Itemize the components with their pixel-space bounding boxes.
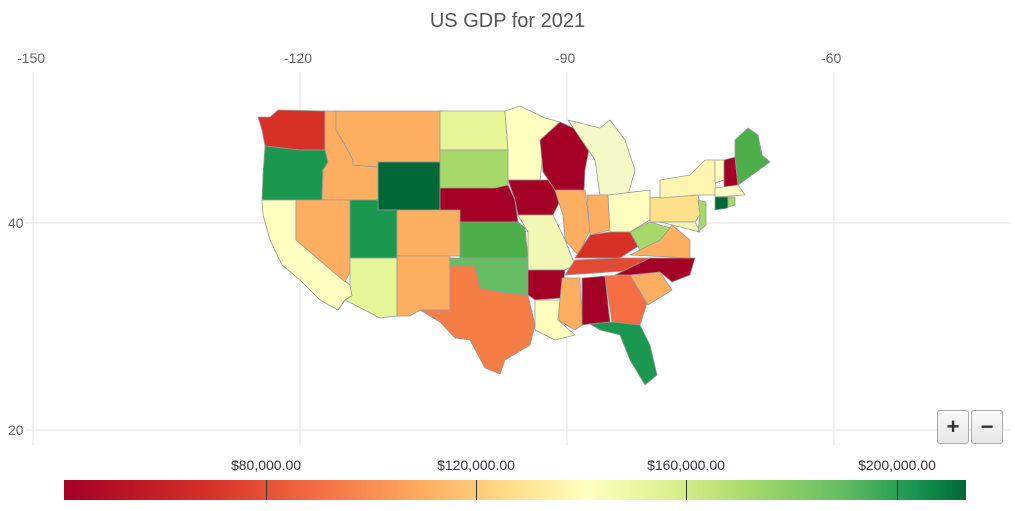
state-vermont[interactable] <box>714 159 725 184</box>
state-colorado[interactable] <box>396 209 461 257</box>
y-tick-label: 40 <box>8 215 24 231</box>
legend-tick <box>897 480 898 500</box>
state-pennsylvania[interactable] <box>649 194 703 223</box>
legend-tick <box>686 480 687 500</box>
legend-tick <box>266 480 267 500</box>
state-wyoming[interactable] <box>377 161 441 211</box>
state-ohio[interactable] <box>607 189 651 233</box>
state-new-mexico[interactable] <box>396 255 451 317</box>
state-new-jersey[interactable] <box>697 199 707 233</box>
state-new-york[interactable] <box>659 159 717 199</box>
state-washington[interactable] <box>257 109 326 151</box>
state-north-carolina[interactable] <box>614 257 696 283</box>
legend-label: $80,000.00 <box>230 457 302 473</box>
map-title: US GDP for 2021 <box>429 10 586 32</box>
state-arkansas[interactable] <box>527 269 566 301</box>
y-tick-label: 20 <box>8 422 24 438</box>
legend-label: $200,000.00 <box>858 457 936 473</box>
legend-label: $120,000.00 <box>437 457 515 473</box>
legend-label: $160,000.00 <box>647 457 725 473</box>
state-kansas[interactable] <box>459 221 529 259</box>
state-rhode-island[interactable] <box>727 196 736 208</box>
state-florida[interactable] <box>589 321 658 386</box>
state-north-dakota[interactable] <box>439 110 509 151</box>
state-massachusetts[interactable] <box>714 184 746 198</box>
x-tick-label: -60 <box>821 50 842 66</box>
state-indiana[interactable] <box>586 194 611 236</box>
state-maine[interactable] <box>734 127 771 186</box>
state-texas[interactable] <box>419 265 536 375</box>
state-arizona[interactable] <box>344 257 398 319</box>
x-tick-label: -150 <box>17 50 46 66</box>
legend-tick <box>476 480 477 500</box>
color-scale-bar <box>64 480 966 500</box>
x-tick-label: -120 <box>284 50 313 66</box>
state-connecticut[interactable] <box>714 196 729 211</box>
state-oregon[interactable] <box>261 145 329 201</box>
zoom-out-button[interactable]: − <box>971 410 1003 444</box>
state-mississippi[interactable] <box>557 277 583 331</box>
state-illinois[interactable] <box>554 189 591 256</box>
x-tick-label: -90 <box>555 50 576 66</box>
state-south-dakota[interactable] <box>439 149 509 189</box>
state-maryland[interactable] <box>659 221 701 233</box>
zoom-in-button[interactable]: + <box>937 410 969 444</box>
state-wisconsin[interactable] <box>539 121 591 193</box>
state-michigan[interactable] <box>567 119 636 196</box>
state-nevada[interactable] <box>295 199 351 283</box>
